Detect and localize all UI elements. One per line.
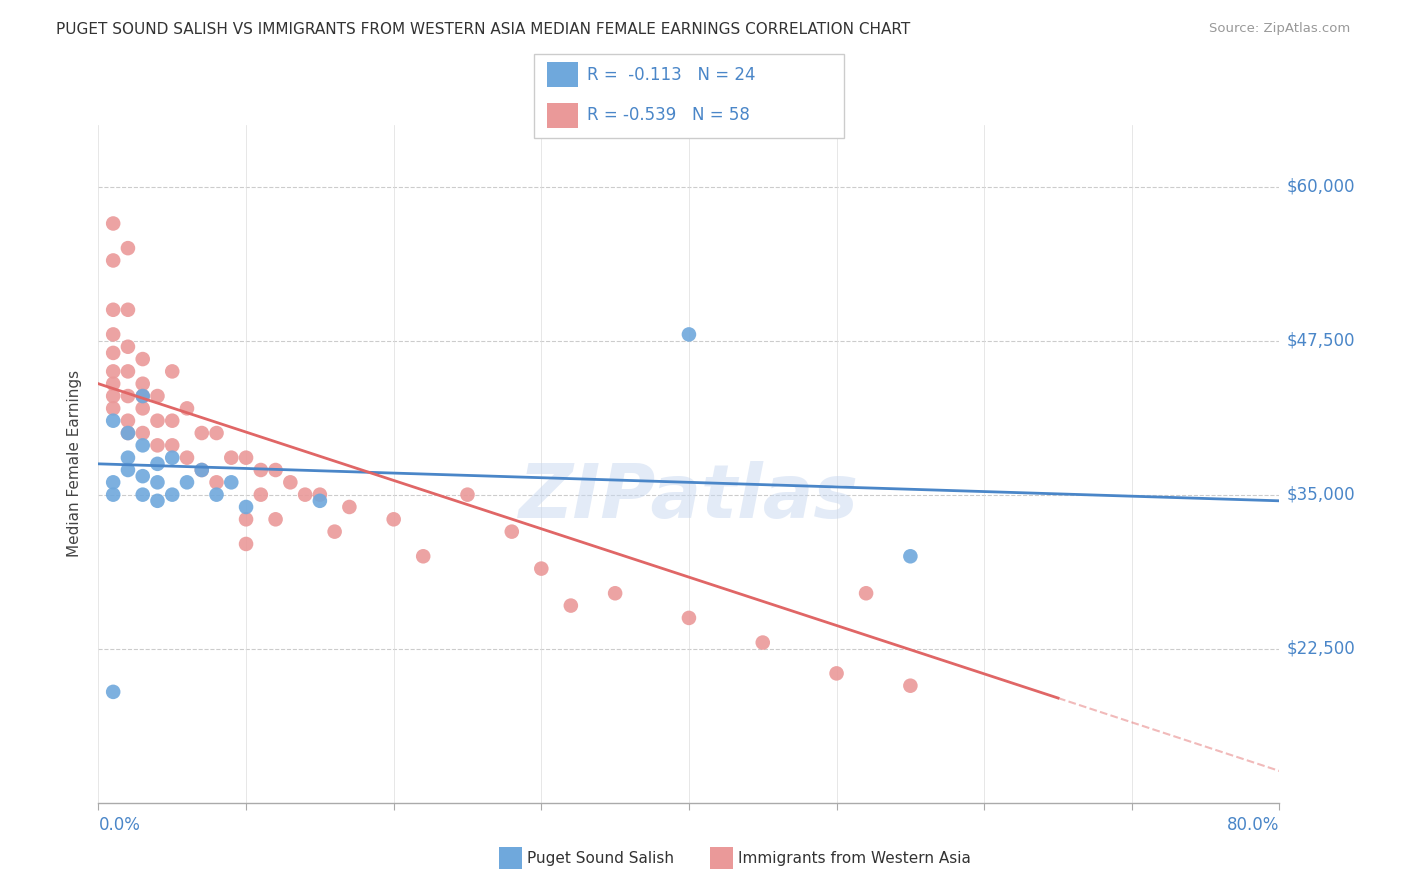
Point [323, 524, 346, 539]
Point [176, 475, 198, 490]
Point [162, 488, 183, 502]
Point [205, 475, 228, 490]
Point [250, 488, 273, 502]
Text: R =  -0.113   N = 24: R = -0.113 N = 24 [586, 66, 755, 84]
Point [132, 488, 155, 502]
Point [117, 364, 139, 378]
Point [825, 666, 848, 681]
Text: PUGET SOUND SALISH VS IMMIGRANTS FROM WESTERN ASIA MEDIAN FEMALE EARNINGS CORREL: PUGET SOUND SALISH VS IMMIGRANTS FROM WE… [56, 22, 911, 37]
Text: R = -0.539   N = 58: R = -0.539 N = 58 [586, 106, 749, 124]
Point [117, 463, 139, 477]
Point [605, 586, 627, 600]
Point [132, 425, 155, 440]
Point [103, 488, 125, 502]
Point [103, 253, 125, 268]
Point [162, 450, 183, 465]
Point [103, 414, 125, 428]
Point [103, 389, 125, 403]
Point [678, 611, 700, 625]
Point [117, 340, 139, 354]
Point [900, 679, 922, 693]
Point [103, 217, 125, 231]
Text: Source: ZipAtlas.com: Source: ZipAtlas.com [1209, 22, 1350, 36]
Point [294, 488, 316, 502]
Text: $47,500: $47,500 [1286, 332, 1355, 350]
Point [337, 500, 360, 514]
Text: 0.0%: 0.0% [98, 816, 141, 834]
FancyBboxPatch shape [547, 103, 578, 128]
Point [146, 389, 169, 403]
Point [678, 327, 700, 342]
Point [103, 364, 125, 378]
Point [855, 586, 877, 600]
Point [250, 463, 273, 477]
FancyBboxPatch shape [534, 54, 844, 138]
Point [103, 346, 125, 360]
Point [103, 685, 125, 699]
Text: $60,000: $60,000 [1286, 178, 1355, 195]
Point [117, 414, 139, 428]
Point [176, 401, 198, 416]
Point [146, 457, 169, 471]
Point [264, 463, 287, 477]
Point [219, 450, 242, 465]
Point [162, 438, 183, 452]
Point [900, 549, 922, 564]
Point [103, 327, 125, 342]
Point [117, 425, 139, 440]
Point [132, 376, 155, 391]
Point [132, 352, 155, 367]
Point [191, 463, 214, 477]
Point [117, 302, 139, 317]
Point [132, 438, 155, 452]
Point [751, 635, 773, 649]
Point [264, 512, 287, 526]
Point [103, 475, 125, 490]
Point [309, 488, 332, 502]
Point [132, 389, 155, 403]
Point [278, 475, 302, 490]
Point [235, 537, 257, 551]
Point [132, 389, 155, 403]
Point [117, 425, 139, 440]
Point [501, 524, 523, 539]
Point [382, 512, 405, 526]
Text: 80.0%: 80.0% [1227, 816, 1279, 834]
Point [162, 364, 183, 378]
Point [412, 549, 434, 564]
Point [235, 500, 257, 514]
Point [146, 438, 169, 452]
Y-axis label: Median Female Earnings: Median Female Earnings [67, 370, 83, 558]
Text: Puget Sound Salish: Puget Sound Salish [527, 851, 675, 865]
Text: Immigrants from Western Asia: Immigrants from Western Asia [738, 851, 972, 865]
Text: $35,000: $35,000 [1286, 485, 1355, 504]
FancyBboxPatch shape [547, 62, 578, 87]
Point [117, 241, 139, 255]
Point [205, 425, 228, 440]
Point [103, 401, 125, 416]
Text: ZIPatlas: ZIPatlas [519, 461, 859, 534]
Point [117, 389, 139, 403]
Point [146, 414, 169, 428]
Point [560, 599, 582, 613]
Text: $22,500: $22,500 [1286, 640, 1355, 657]
Point [456, 488, 478, 502]
Point [162, 414, 183, 428]
Point [117, 450, 139, 465]
Point [235, 450, 257, 465]
Point [146, 493, 169, 508]
Point [205, 488, 228, 502]
Point [309, 493, 332, 508]
Point [530, 561, 553, 575]
Point [146, 475, 169, 490]
Point [176, 450, 198, 465]
Point [132, 401, 155, 416]
Point [103, 376, 125, 391]
Point [132, 469, 155, 483]
Point [103, 302, 125, 317]
Point [235, 512, 257, 526]
Point [219, 475, 242, 490]
Point [191, 425, 214, 440]
Point [191, 463, 214, 477]
